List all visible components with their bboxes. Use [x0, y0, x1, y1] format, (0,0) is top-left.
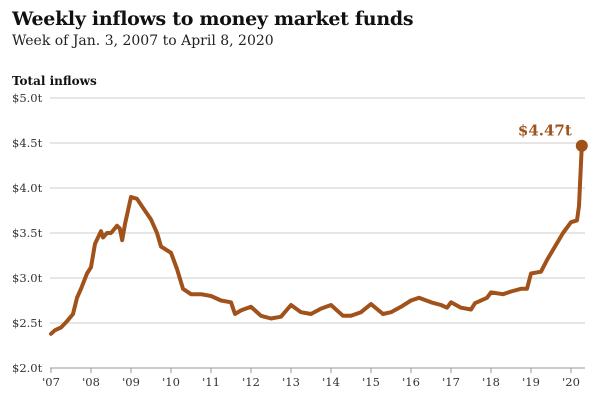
- y-tick-label: $4.0t: [12, 181, 43, 195]
- y-tick-label: $3.5t: [12, 226, 43, 240]
- x-tick-label: '16: [402, 375, 420, 389]
- x-tick-label: '08: [82, 375, 100, 389]
- chart-title: Weekly inflows to money market funds: [12, 8, 414, 30]
- endpoint-marker: [575, 139, 588, 152]
- x-tick-label: '10: [162, 375, 180, 389]
- x-tick-label: '19: [522, 375, 540, 389]
- x-tick-label: '14: [322, 375, 340, 389]
- x-tick-label: '17: [442, 375, 460, 389]
- y-tick-label: $2.5t: [12, 316, 43, 330]
- x-tick-label: '13: [282, 375, 300, 389]
- y-tick-label: $5.0t: [12, 91, 43, 105]
- x-tick-label: '07: [42, 375, 60, 389]
- x-tick-label: '09: [122, 375, 140, 389]
- y-axis-label: Total inflows: [12, 74, 97, 88]
- x-tick-label: '12: [242, 375, 260, 389]
- x-tick-label: '20: [562, 375, 580, 389]
- endpoint-label: $4.47t: [518, 122, 572, 140]
- chart-subtitle: Week of Jan. 3, 2007 to April 8, 2020: [12, 33, 274, 49]
- y-tick-label: $4.5t: [12, 136, 43, 150]
- x-tick-label: '11: [202, 375, 220, 389]
- x-tick-label: '18: [482, 375, 500, 389]
- y-tick-label: $3.0t: [12, 271, 43, 285]
- y-tick-label: $2.0t: [12, 361, 43, 375]
- x-tick-label: '15: [362, 375, 380, 389]
- series-line: [49, 143, 584, 336]
